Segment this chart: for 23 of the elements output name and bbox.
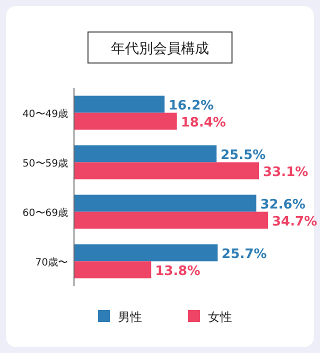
y-tick-label: 60〜69歳 (22, 206, 68, 219)
bar (74, 194, 256, 212)
y-tick-label: 40〜49歳 (22, 108, 68, 120)
data-label: 16.2% (168, 98, 214, 114)
chart-title: 年代別会員構成 (111, 41, 209, 57)
bar (74, 212, 268, 229)
legend-label: 男性 (118, 310, 142, 324)
bar (74, 145, 217, 162)
bar (74, 244, 218, 262)
bar (74, 96, 165, 113)
y-tick-label: 50〜59歳 (22, 157, 68, 170)
bar (74, 112, 177, 130)
bar (74, 261, 152, 278)
data-label: 34.7% (272, 214, 318, 230)
data-label: 33.1% (263, 164, 308, 180)
legend-label: 女性 (208, 310, 232, 324)
data-label: 32.6% (260, 197, 306, 212)
data-label: 25.7% (222, 246, 267, 262)
y-tick-label: 70歳〜 (35, 256, 68, 268)
data-label: 18.4% (180, 115, 226, 130)
data-label: 25.5% (220, 148, 266, 163)
bar (74, 162, 260, 180)
data-label: 13.8% (155, 264, 200, 279)
